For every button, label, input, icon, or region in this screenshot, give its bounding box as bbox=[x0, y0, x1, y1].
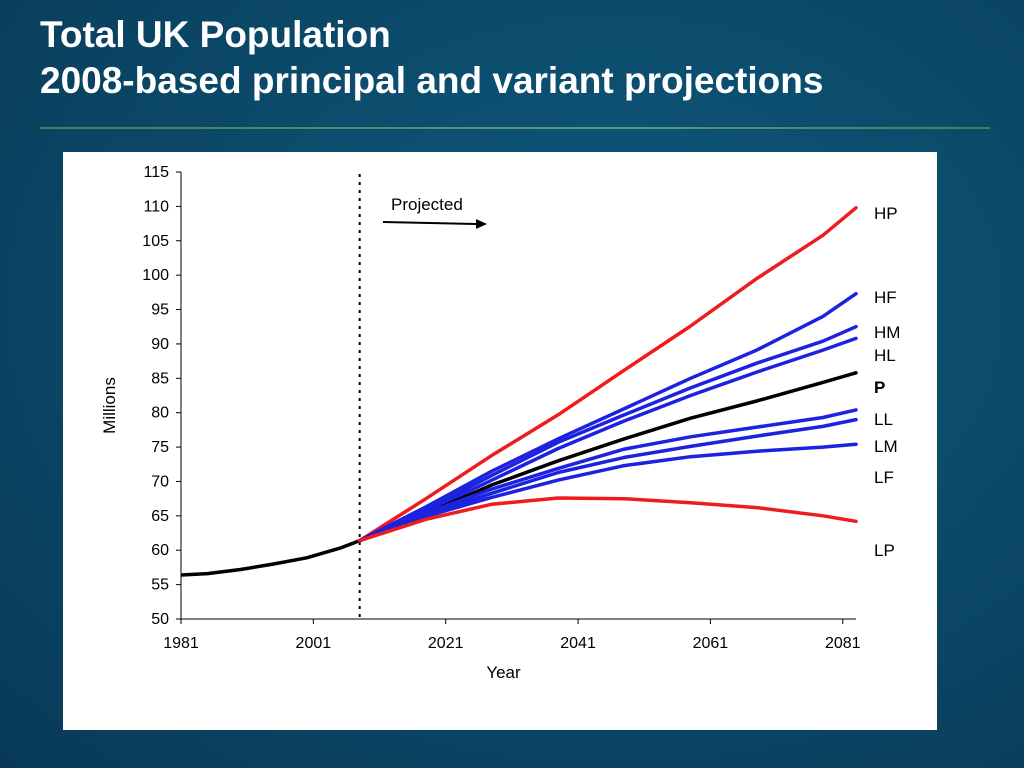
series-line-hm bbox=[357, 324, 858, 543]
series-label-ll: LL bbox=[874, 410, 893, 429]
x-tick-label: 1981 bbox=[163, 635, 199, 652]
y-tick-label: 50 bbox=[151, 611, 169, 628]
title-divider bbox=[40, 127, 990, 129]
y-tick-label: 60 bbox=[151, 542, 169, 559]
series-label-hm: HM bbox=[874, 323, 900, 342]
projected-arrow-shaft bbox=[382, 221, 477, 225]
series-line-lf bbox=[357, 442, 858, 543]
projected-arrow-head bbox=[476, 219, 487, 229]
y-tick-label: 80 bbox=[151, 405, 169, 422]
slide-title: Total UK Population 2008-based principal… bbox=[40, 12, 823, 104]
y-tick-label: 100 bbox=[142, 267, 169, 284]
series-line-hf bbox=[357, 291, 858, 543]
x-tick-label: 2061 bbox=[693, 635, 729, 652]
y-tick-label: 105 bbox=[142, 233, 169, 250]
series-line-lm bbox=[357, 417, 858, 543]
slide-title-line-2: 2008-based principal and variant project… bbox=[40, 60, 824, 101]
y-tick-label: 75 bbox=[151, 439, 169, 456]
y-tick-label: 55 bbox=[151, 577, 169, 594]
y-tick-label: 70 bbox=[151, 473, 169, 490]
y-tick-label: 65 bbox=[151, 508, 169, 525]
series-label-hl: HL bbox=[874, 346, 896, 365]
series-line-ll bbox=[357, 408, 858, 543]
series-label-lm: LM bbox=[874, 437, 898, 456]
chart-panel: 50 55 60 65 70 75 80 85 90 95 100 105 110 115 1981 2001… bbox=[63, 152, 937, 730]
x-tick-label: 2021 bbox=[428, 635, 464, 652]
series-label-lf: LF bbox=[874, 468, 894, 487]
y-tick-label: 85 bbox=[151, 370, 169, 387]
population-chart: 50 55 60 65 70 75 80 85 90 95 100 105 110 115 1981 2001… bbox=[100, 164, 900, 682]
series-label-p: P bbox=[874, 378, 885, 397]
series-label-lp: LP bbox=[874, 541, 895, 560]
x-tick-label: 2041 bbox=[560, 635, 596, 652]
series-label-hf: HF bbox=[874, 288, 897, 307]
slide-title-line-1: Total UK Population bbox=[40, 14, 391, 55]
series-line-hp bbox=[357, 206, 858, 543]
x-tick-label: 2001 bbox=[296, 635, 332, 652]
series-line-lp bbox=[357, 496, 858, 543]
y-tick-label: 115 bbox=[143, 164, 169, 181]
series-line-historical bbox=[180, 538, 361, 577]
y-axis-label: Millions bbox=[100, 377, 119, 434]
y-tick-label: 95 bbox=[151, 302, 169, 319]
x-tick-label: 2081 bbox=[825, 635, 861, 652]
y-tick-label: 110 bbox=[143, 198, 169, 215]
x-axis-label: Year bbox=[486, 663, 521, 682]
y-tick-label: 90 bbox=[151, 336, 169, 353]
series-label-hp: HP bbox=[874, 204, 898, 223]
projected-annotation: Projected bbox=[391, 195, 463, 214]
series-line-hl bbox=[357, 336, 858, 543]
